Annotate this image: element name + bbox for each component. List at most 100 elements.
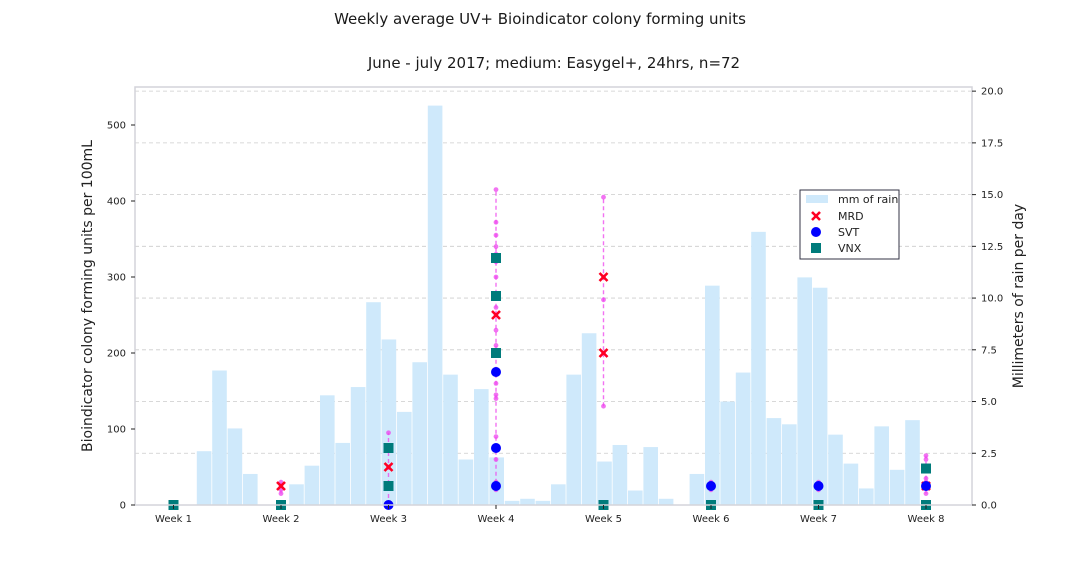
right-tick-label: 7.5 [981, 345, 997, 356]
mrd-marker [276, 481, 286, 491]
rain-bar [335, 442, 350, 505]
grid [135, 90, 972, 506]
sample-dot [493, 457, 499, 462]
y-axis-label-right: Millimeters of rain per day [1011, 204, 1027, 388]
rain-bar [782, 424, 797, 505]
right-tick-label: 10.0 [981, 294, 1003, 305]
left-tick-label: 200 [107, 349, 126, 360]
sample-dot [493, 219, 499, 225]
rain-bar [304, 465, 320, 505]
rain-bar [874, 426, 889, 505]
rain-bar [705, 285, 720, 505]
sample-dot [601, 194, 606, 200]
left-tick-label: 300 [107, 273, 126, 284]
legend-svt-marker [811, 227, 821, 237]
rain-bar [735, 372, 751, 505]
mrd-marker [598, 348, 609, 358]
sample-dot [493, 244, 499, 250]
rain-bar [889, 469, 905, 505]
rain-bar [612, 444, 628, 505]
sample-dot [601, 297, 606, 303]
rain-bar [243, 473, 258, 505]
rain-bar [581, 333, 597, 505]
right-tick-label: 2.5 [981, 449, 997, 460]
left-axis-ticks: 0 100 200 300 400 500 [107, 121, 135, 512]
rain-bar [689, 473, 705, 505]
x-axis-ticks: Week 1 Week 2 Week 3 Week 4 Week 5 Week 6 Week… [155, 505, 944, 525]
rain-bar [289, 484, 304, 505]
rain-bar [643, 447, 658, 505]
x-tick-label: Week 3 [370, 514, 407, 525]
vnx-marker [383, 481, 394, 491]
rain-bar [504, 500, 520, 505]
rain-bar [320, 395, 335, 505]
rain-bar [474, 389, 489, 505]
rain-bar [397, 411, 412, 505]
x-tick-label: Week 8 [908, 514, 945, 525]
sample-dot [923, 491, 929, 496]
sample-dot [493, 396, 499, 401]
right-tick-label: 17.5 [981, 138, 1003, 149]
rain-bar [566, 374, 581, 505]
svt-marker [491, 481, 501, 491]
legend-rain-swatch [806, 195, 828, 203]
left-tick-label: 0 [120, 501, 126, 512]
rain-bar [427, 105, 443, 505]
sample-dot [493, 274, 499, 280]
rain-bar [766, 418, 782, 505]
right-tick-label: 12.5 [981, 242, 1003, 253]
svt-marker [921, 481, 931, 491]
sample-dot [923, 453, 929, 458]
rain-bar [350, 387, 366, 505]
vnx-marker [491, 291, 501, 301]
sample-dot [493, 434, 499, 439]
rain-bar [196, 451, 212, 505]
sample-dot [278, 491, 284, 496]
right-tick-label: 20.0 [981, 87, 1003, 98]
rain-bar [458, 459, 474, 505]
sample-dot [386, 430, 391, 436]
sample-dot [493, 392, 499, 398]
vnx-marker [921, 463, 931, 474]
vnx-marker [491, 348, 501, 358]
rain-bar [551, 484, 566, 505]
left-tick-label: 500 [107, 121, 126, 132]
svt-marker [491, 443, 501, 453]
svt-marker [813, 481, 824, 491]
svt-marker [491, 367, 501, 377]
right-tick-label: 0.0 [981, 501, 997, 512]
y-axis-label-left: Bioindicator colony forming units per 10… [80, 140, 96, 452]
sample-dot [923, 476, 929, 481]
rain-bar [812, 287, 828, 505]
rain-bar [905, 420, 920, 505]
rain-bar [843, 463, 859, 505]
rain-bar [520, 498, 535, 505]
x-tick-label: Week 7 [800, 514, 837, 525]
right-axis-ticks: 0.0 2.5 5.0 7.5 10.0 12.5 15.0 17.5 20.0 [972, 87, 1003, 512]
x-tick-label: Week 5 [585, 514, 622, 525]
legend-rain-label: mm of rain [838, 193, 898, 206]
left-tick-label: 400 [107, 197, 126, 208]
rain-bar [797, 277, 812, 505]
x-tick-label: Week 4 [478, 514, 515, 525]
sample-dot [493, 232, 499, 238]
legend-vnx-label: VNX [838, 242, 862, 255]
rain-bar [412, 362, 427, 505]
rain-bar [751, 231, 766, 505]
sample-dot [601, 403, 606, 409]
left-tick-label: 100 [107, 425, 126, 436]
sample-dot [493, 327, 499, 333]
mrd-marker [383, 462, 394, 472]
sample-dot [493, 343, 499, 348]
sample-dot [493, 305, 499, 310]
rain-bar [443, 374, 458, 505]
rain-bar [720, 401, 735, 505]
legend-mrd-label: MRD [838, 210, 864, 223]
legend: mm of rain MRD SVT VNX [799, 189, 900, 260]
vnx-marker [491, 253, 501, 263]
x-tick-label: Week 1 [155, 514, 192, 525]
vnx-marker [383, 443, 394, 453]
sample-dot [923, 457, 929, 462]
mrd-marker [598, 272, 609, 282]
